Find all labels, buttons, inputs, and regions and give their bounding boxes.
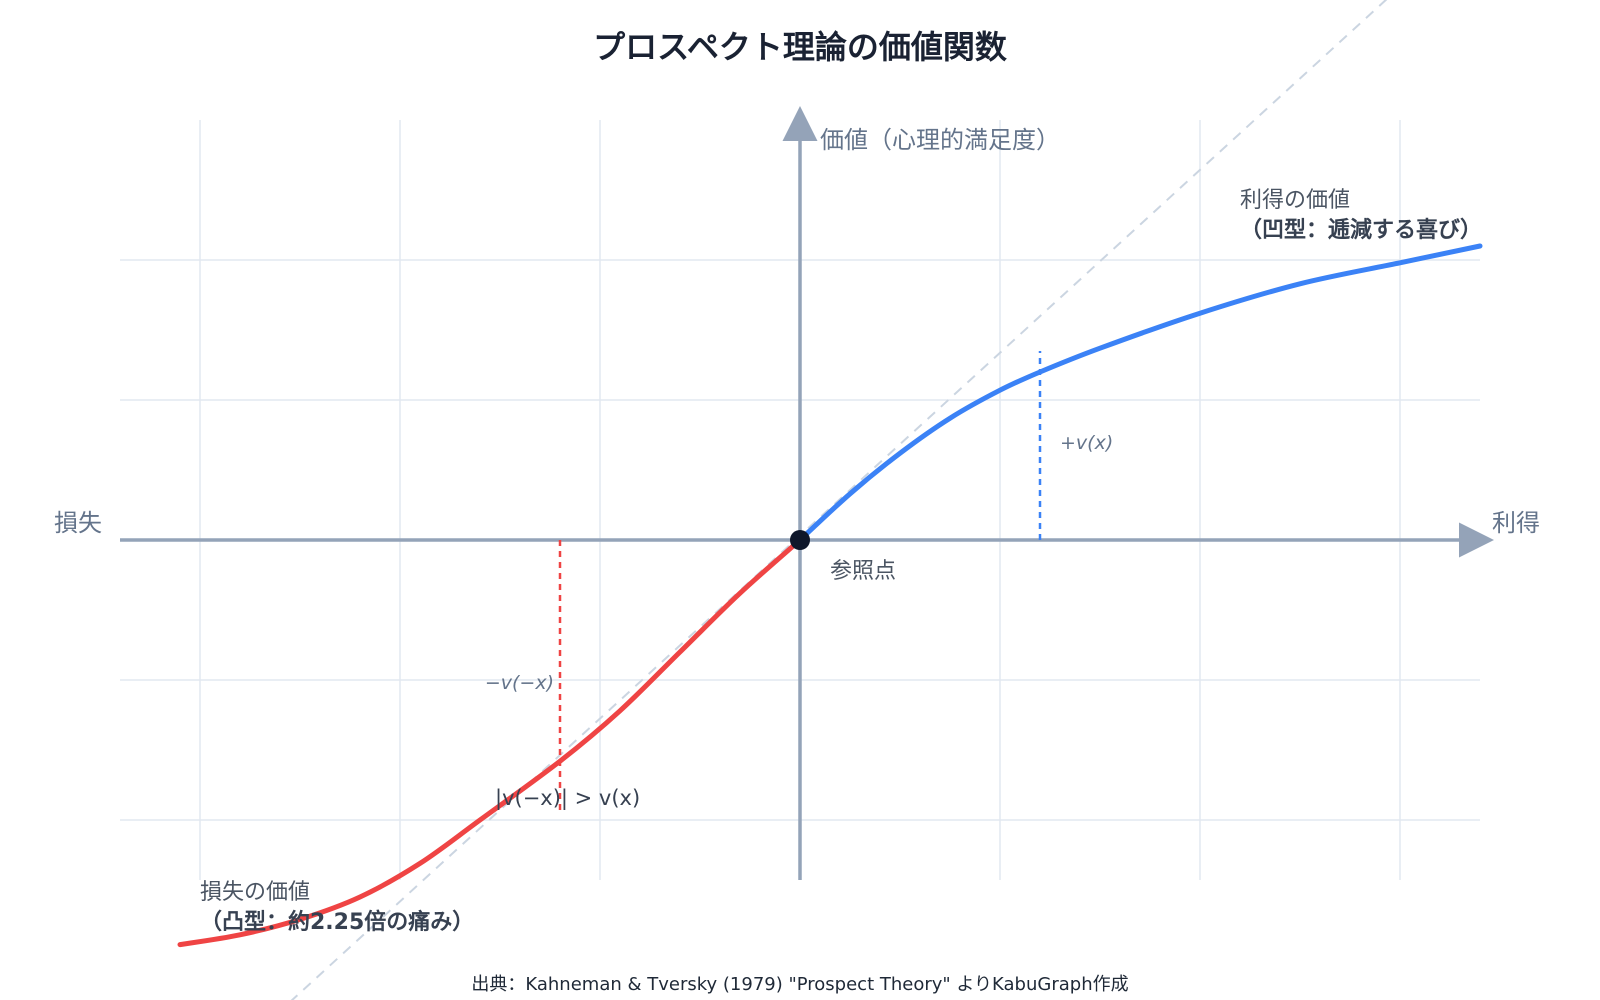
x-axis-label-loss: 損失: [54, 509, 102, 537]
reference-point-marker: [790, 530, 810, 550]
asymmetry-annotation: |v(−x)| > v(x): [495, 786, 640, 811]
gain-curve-label: 利得の価値: [1240, 188, 1350, 213]
gain-curve: [797, 243, 1483, 543]
loss-value-annotation: −v(−x): [485, 672, 554, 694]
gain-value-annotation: +v(x): [1060, 432, 1113, 454]
chart-title: プロスペクト理論の価値関数: [593, 28, 1008, 66]
gain-curve-sublabel: （凹型：逓減する喜び）: [1240, 217, 1482, 243]
y-axis-label: 価値（心理的満足度）: [820, 126, 1060, 154]
reference-point-label: 参照点: [830, 559, 896, 584]
loss-curve-label: 損失の価値: [200, 880, 310, 905]
source-note: 出典：Kahneman & Tversky (1979) "Prospect T…: [471, 974, 1128, 995]
loss-curve-sublabel: （凸型：約2.25倍の痛み）: [200, 909, 474, 935]
loss-curve: [177, 537, 803, 948]
guide-lines: [558, 351, 1042, 813]
x-axis-label-gain: 利得: [1492, 509, 1540, 537]
series-layer: [177, 243, 1483, 948]
